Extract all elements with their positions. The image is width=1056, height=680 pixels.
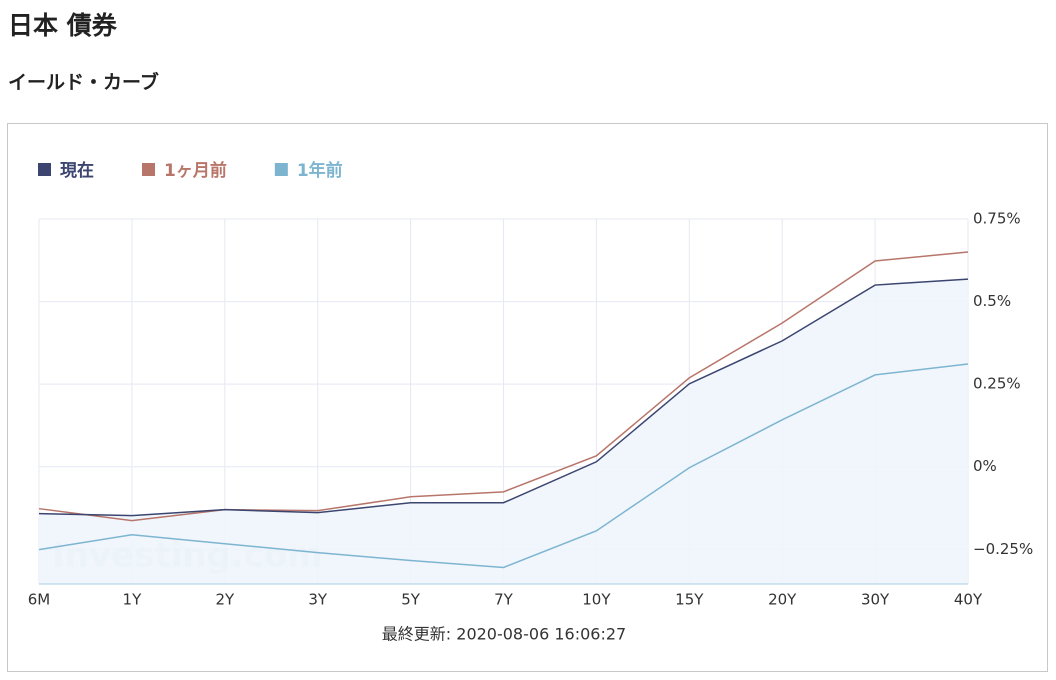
x-tick-label: 7Y	[494, 591, 514, 609]
x-tick-label: 10Y	[582, 591, 611, 609]
legend-label: 1年前	[297, 160, 343, 181]
y-tick-label: 0.5%	[973, 292, 1011, 310]
legend-label: 1ヶ月前	[164, 160, 227, 181]
x-tick-label: 1Y	[123, 591, 143, 609]
x-tick-label: 15Y	[675, 591, 704, 609]
series-line	[38, 363, 969, 569]
x-tick-label: 30Y	[861, 591, 890, 609]
x-tick-label: 20Y	[768, 591, 797, 609]
y-tick-label: 0.25%	[973, 375, 1021, 393]
x-tick-label: 3Y	[308, 591, 328, 609]
x-tick-label: 40Y	[954, 591, 983, 609]
legend-swatch	[142, 163, 155, 176]
series-line	[38, 278, 969, 517]
x-tick-label: 5Y	[401, 591, 421, 609]
page-title: 日本 債券	[8, 11, 118, 40]
y-tick-label: −0.25%	[973, 540, 1033, 558]
legend-swatch	[274, 163, 288, 176]
area	[39, 279, 968, 584]
x-tick-label: 6M	[28, 591, 51, 609]
legend-label: 現在	[60, 160, 94, 181]
y-tick-label: 0%	[973, 457, 997, 475]
legend-swatch	[38, 163, 51, 176]
chart-title: イールド・カーブ	[8, 71, 159, 94]
update-note: 最終更新: 2020-08-06 16:06:27	[382, 625, 626, 644]
x-tick-label: 2Y	[215, 591, 235, 609]
series-line	[38, 251, 969, 522]
y-tick-label: 0.75%	[973, 210, 1021, 228]
